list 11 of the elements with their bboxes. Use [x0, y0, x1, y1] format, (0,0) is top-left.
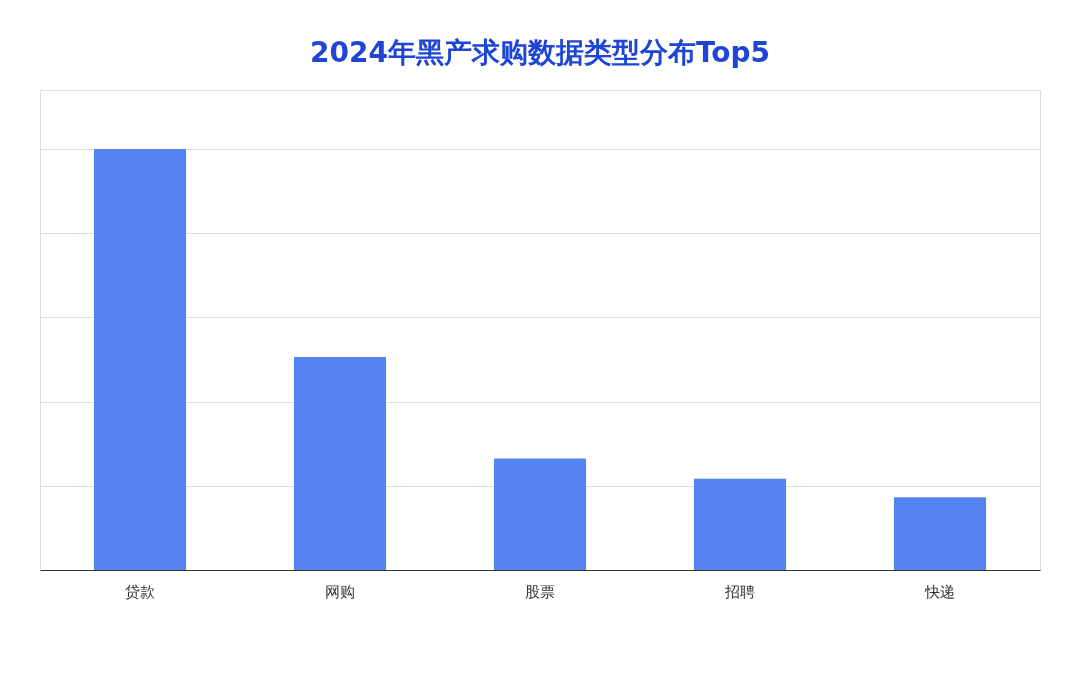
x-tick-label: 股票 — [525, 582, 555, 601]
x-tick-label: 网购 — [325, 582, 355, 601]
bar — [494, 458, 586, 570]
x-tick-label: 贷款 — [125, 582, 155, 601]
x-tick-label: 招聘 — [724, 582, 755, 601]
bar — [294, 356, 386, 570]
chart-title: 2024年黑产求购数据类型分布Top5 — [309, 36, 771, 69]
bar — [694, 478, 786, 570]
bar — [894, 497, 986, 570]
bar — [94, 148, 186, 570]
x-tick-label: 快递 — [924, 582, 955, 601]
